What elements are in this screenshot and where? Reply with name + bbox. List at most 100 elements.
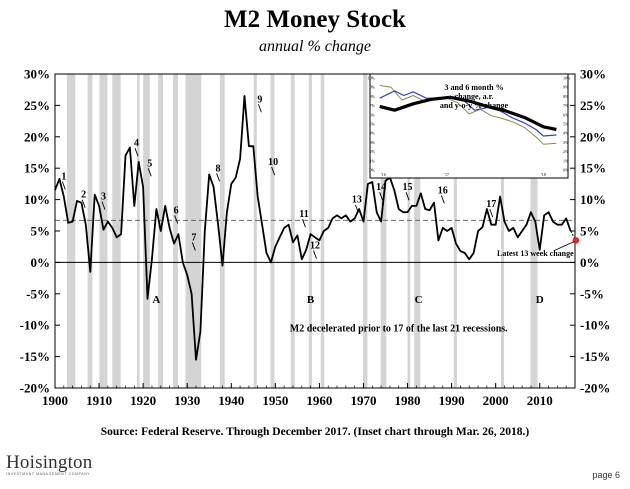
inset-y-tick-label-right: 2% — [563, 149, 569, 154]
y-tick-label-left: 0% — [31, 255, 51, 270]
annotation-label: C — [415, 294, 423, 306]
recession-band — [185, 74, 202, 388]
recession-band — [173, 74, 178, 388]
annotation-label: 6 — [174, 205, 179, 216]
latest-connector — [570, 230, 577, 241]
x-tick-label: 2010 — [527, 393, 553, 408]
x-tick-label: 1980 — [395, 393, 421, 408]
inset-y-tick-label-right: 10% — [563, 76, 571, 81]
inset-title-line: and y-o-y % change — [440, 101, 509, 110]
note-pointer — [554, 240, 576, 251]
recession-band — [112, 74, 121, 388]
x-tick-label: 1930 — [174, 393, 200, 408]
inset-y-tick-label-right: 8% — [563, 94, 569, 99]
recession-band — [453, 74, 457, 388]
annotation-label: 3 — [101, 192, 106, 203]
annotation-label: 17 — [486, 199, 496, 210]
recession-band — [308, 74, 312, 388]
recession-band — [219, 74, 225, 388]
annotation-label: B — [307, 294, 315, 306]
annotation-arrow — [271, 166, 276, 176]
annotation-label: 10 — [268, 157, 278, 168]
y-tick-label-right: 0% — [580, 255, 600, 270]
y-tick-label-right: 30% — [580, 67, 606, 82]
annotation-label: 7 — [191, 232, 196, 243]
source-note: Source: Federal Reserve. Through Decembe… — [100, 426, 530, 438]
annotation-label: 11 — [299, 209, 308, 220]
inset-x-tick-label: '16 — [381, 172, 386, 177]
annotation-label: 2 — [81, 190, 86, 201]
logo-subtext: INVESTMENT MANAGEMENT COMPANY — [6, 472, 91, 476]
recession-band — [363, 74, 368, 388]
recession-band — [500, 74, 505, 388]
y-tick-label-right: -10% — [580, 318, 610, 333]
annotation-label: 1 — [61, 172, 66, 183]
recession-band — [143, 74, 150, 388]
annotation-arrow — [354, 204, 359, 213]
annotation-arrow — [81, 199, 86, 208]
inset-x-tick-label: '18 — [541, 172, 546, 177]
annotation-label: 8 — [216, 163, 221, 174]
annotation-arrow — [489, 208, 494, 218]
chart-note: M2 decelerated prior to 17 of the last 2… — [290, 323, 508, 334]
inset-x-tick-label: '17 — [444, 172, 449, 177]
inset-y-tick-label-left: 4% — [370, 131, 376, 136]
recession-band — [407, 74, 411, 388]
inset-y-tick-label-left: 6% — [370, 112, 376, 117]
x-tick-label: 1950 — [262, 393, 288, 408]
y-tick-label-right: 20% — [580, 129, 606, 144]
y-tick-label-left: -10% — [20, 318, 50, 333]
recession-band — [530, 74, 538, 388]
annotation-arrow — [174, 215, 179, 224]
recession-band — [320, 74, 325, 388]
page-subtitle: annual % change — [259, 38, 371, 55]
x-tick-label: 1940 — [218, 393, 244, 408]
inset-y-tick-label-right: 0% — [563, 168, 569, 173]
x-tick-label: 1990 — [439, 393, 465, 408]
inset-series-line — [379, 95, 557, 132]
y-tick-label-right: -5% — [580, 286, 604, 301]
recession-band — [414, 74, 421, 388]
logo-text: Hoisington — [6, 452, 93, 473]
annotation-arrow — [440, 195, 445, 204]
inset-y-tick-label-left: 9% — [370, 85, 376, 90]
annotation-arrow — [216, 173, 220, 182]
recession-band — [253, 74, 257, 388]
inset-y-tick-label-left: 1% — [370, 158, 376, 163]
inset-title-line: 3 and 6 month % — [444, 83, 503, 92]
page-title: M2 Money Stock — [224, 6, 406, 33]
x-tick-label: 1910 — [86, 393, 112, 408]
inset-y-tick-label-right: 6% — [563, 112, 569, 117]
annotation-label: 12 — [310, 241, 320, 252]
x-tick-label: 2000 — [483, 393, 509, 408]
y-tick-label-right: 15% — [580, 161, 606, 176]
x-tick-label: 1960 — [306, 393, 332, 408]
annotation-label: 5 — [147, 158, 152, 169]
x-tick-label: 1920 — [130, 393, 156, 408]
y-tick-label-left: -15% — [20, 349, 50, 364]
annotation-arrow — [61, 181, 66, 190]
annotation-label: 13 — [352, 195, 362, 206]
inset-y-tick-label-right: 1% — [563, 158, 569, 163]
y-tick-label-left: 15% — [24, 161, 50, 176]
inset-series-line — [379, 84, 557, 145]
recession-band — [136, 74, 140, 388]
annotation-arrow — [191, 242, 196, 251]
inset-y-tick-label-right: 3% — [563, 140, 569, 145]
annotation-label: 16 — [438, 185, 448, 196]
inset-y-tick-label-right: 5% — [563, 122, 569, 127]
y-tick-label-left: 20% — [24, 129, 50, 144]
annotation-label: 14 — [376, 182, 386, 193]
inset-y-tick-label-right: 9% — [563, 85, 569, 90]
annotation-arrow — [257, 104, 262, 113]
y-tick-label-left: -5% — [26, 286, 50, 301]
annotation-label: 9 — [257, 94, 262, 105]
chart-note: Latest 13 week change — [497, 249, 574, 258]
inset-frame — [369, 73, 569, 179]
latest-point-marker — [572, 237, 580, 244]
inset-y-tick-label-left: 7% — [370, 103, 376, 108]
annotation-arrow — [313, 250, 317, 259]
inset-y-tick-label-right: 7% — [563, 103, 569, 108]
recession-band — [87, 74, 93, 388]
